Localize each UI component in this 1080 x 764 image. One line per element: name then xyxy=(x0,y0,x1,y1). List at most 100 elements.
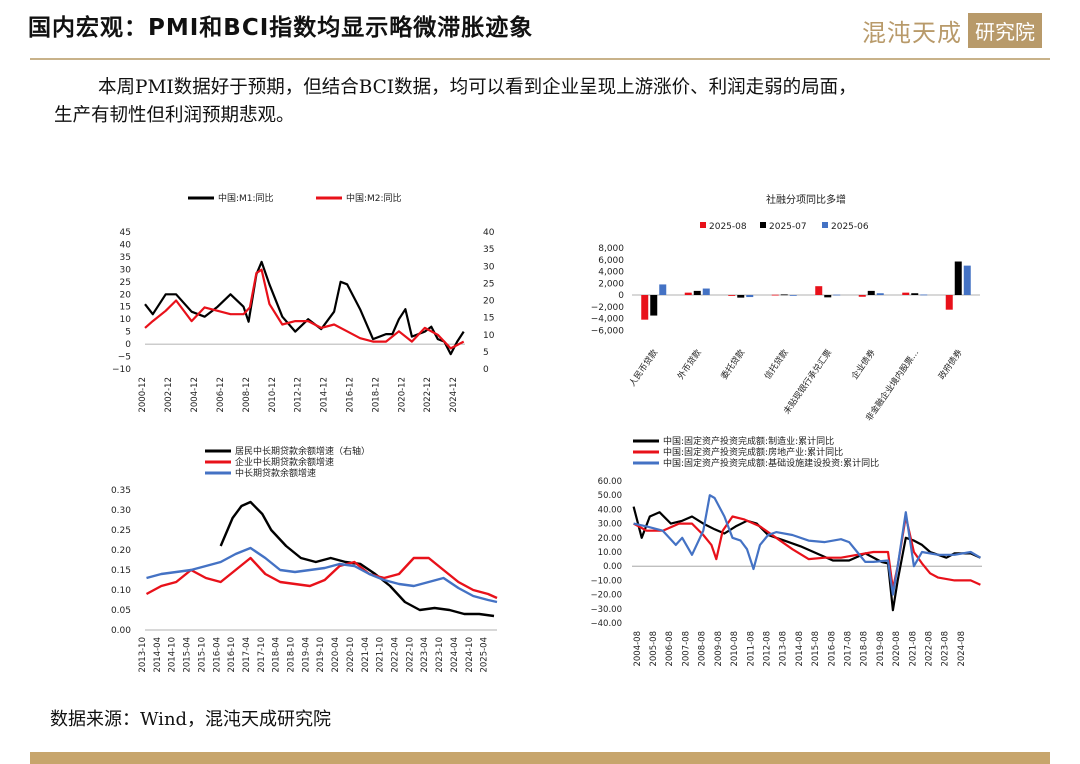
c2-category-label: 未贴现银行承兑汇票 xyxy=(781,347,834,416)
c4-xtick: 2007-08 xyxy=(681,631,691,667)
c2-bar xyxy=(659,284,667,295)
c4-xtick: 2016-08 xyxy=(827,631,837,667)
c4-xtick: 2006-08 xyxy=(665,631,675,667)
c2-bar xyxy=(833,294,841,296)
c3-ytick: 0.10 xyxy=(111,586,131,596)
c1-ytick-left: 30 xyxy=(120,265,132,275)
c1-xtick: 2006-12 xyxy=(216,377,226,413)
c3-ytick: 0.20 xyxy=(111,546,131,556)
c4-xtick: 2012-08 xyxy=(762,631,772,667)
c2-legend-item: 2025-08 xyxy=(709,222,747,232)
c1-ytick-left: 0 xyxy=(125,340,131,350)
c2-bar xyxy=(815,286,823,295)
c3-xtick: 2016-04 xyxy=(212,637,222,673)
c2-category-label: 信托贷款 xyxy=(762,347,791,382)
c4-ytick: 20.00 xyxy=(598,534,622,544)
c3-xtick: 2017-04 xyxy=(242,637,252,673)
c2-category-label: 企业债券 xyxy=(849,347,878,382)
c3-legend-item: 中长期贷款余额增速 xyxy=(235,467,316,479)
c1-xtick: 2024-12 xyxy=(449,377,459,413)
c4-xtick: 2010-08 xyxy=(730,631,740,667)
c3-legend-item: 企业中长期贷款余额增速 xyxy=(235,456,334,468)
summary-line-2: 生产有韧性但利润预期悲观。 xyxy=(54,105,295,126)
c4-xtick: 2011-08 xyxy=(746,631,756,667)
c2-ytick: 6,000 xyxy=(598,256,624,266)
c1-legend-item: 中国:M2:同比 xyxy=(346,192,402,204)
c1-xtick: 2002-12 xyxy=(164,377,174,413)
c3-series-line-2 xyxy=(146,546,498,604)
c3-xtick: 2014-10 xyxy=(168,637,178,673)
c3-xtick: 2017-10 xyxy=(257,637,267,673)
c3-xtick: 2015-10 xyxy=(197,637,207,673)
c3-xtick: 2022-10 xyxy=(405,637,415,673)
c3-xtick: 2023-04 xyxy=(420,637,430,673)
c2-legend-item: 2025-06 xyxy=(831,222,869,232)
c4-ytick: 30.00 xyxy=(598,520,622,530)
c2-bar xyxy=(693,290,701,295)
c2-ytick: 0 xyxy=(618,291,624,301)
c1-ytick-right: 25 xyxy=(483,279,494,289)
c2-legend-swatch xyxy=(822,222,828,228)
c3-ytick: 0.15 xyxy=(111,566,131,576)
c1-ytick-left: 45 xyxy=(120,228,131,238)
c2-bar xyxy=(771,294,779,296)
c1-xtick: 2012-12 xyxy=(294,377,304,413)
c2-bar xyxy=(867,290,875,295)
c1-series-line-1 xyxy=(144,268,465,350)
c4-ytick: 50.00 xyxy=(598,491,622,501)
c4-xtick: 2021-08 xyxy=(908,631,918,667)
c4-xtick: 2023-08 xyxy=(941,631,951,667)
c2-ytick: −4,000 xyxy=(591,315,625,325)
c3-xtick: 2016-10 xyxy=(227,637,237,673)
c3-ytick: 0.25 xyxy=(111,526,131,536)
c2-ytick: −6,000 xyxy=(591,326,625,336)
c3-xtick: 2019-10 xyxy=(316,637,326,673)
c2-bar xyxy=(963,265,971,295)
c2-bar xyxy=(702,288,710,295)
c4-xtick: 2024-08 xyxy=(957,631,967,667)
c2-bar xyxy=(650,295,658,316)
c4-xtick: 2009-08 xyxy=(714,631,724,667)
c4-legend-item: 中国:固定资产投资完成额:房地产业:累计同比 xyxy=(663,446,843,458)
c2-category-label: 人民币贷款 xyxy=(627,347,661,389)
c2-bar xyxy=(920,294,928,296)
c3-xtick: 2021-10 xyxy=(376,637,386,673)
c4-series-line-2 xyxy=(633,494,981,596)
c3-series-line-0 xyxy=(219,500,495,618)
c2-bar xyxy=(876,293,884,295)
c1-ytick-right: 5 xyxy=(483,348,489,358)
c4-ytick: −30.00 xyxy=(591,605,622,615)
c1-xtick: 2020-12 xyxy=(397,377,407,413)
c4-xtick: 2015-08 xyxy=(811,631,821,667)
c4-xtick: 2005-08 xyxy=(649,631,659,667)
c3-xtick: 2015-04 xyxy=(183,637,193,673)
c1-ytick-left: 5 xyxy=(125,328,131,338)
c4-ytick: 40.00 xyxy=(598,505,622,515)
c2-bar xyxy=(737,295,745,298)
c2-bar xyxy=(911,293,919,295)
c3-series-line-1 xyxy=(145,556,498,600)
c3-xtick: 2020-04 xyxy=(331,637,341,673)
c1-ytick-left: 25 xyxy=(120,278,131,288)
c3-ytick: 0.35 xyxy=(111,486,131,496)
c4-ytick: 60.00 xyxy=(598,477,622,487)
c1-xtick: 2004-12 xyxy=(190,377,200,413)
c3-ytick: 0.00 xyxy=(111,626,131,636)
c1-ytick-right: 35 xyxy=(483,245,494,255)
c3-xtick: 2022-04 xyxy=(390,637,400,673)
c1-ytick-left: 40 xyxy=(120,240,132,250)
c3-ytick: 0.05 xyxy=(111,606,131,616)
c3-xtick: 2024-04 xyxy=(450,637,460,673)
c2-bar xyxy=(954,261,962,295)
c3-xtick: 2025-04 xyxy=(480,637,490,673)
c1-ytick-left: 10 xyxy=(120,315,132,325)
c1-xtick: 2010-12 xyxy=(268,377,278,413)
c2-legend-swatch xyxy=(700,222,706,228)
c1-ytick-right: 15 xyxy=(483,314,494,324)
c2-legend-swatch xyxy=(760,222,766,228)
c4-ytick: −10.00 xyxy=(591,576,622,586)
c4-xtick: 2008-08 xyxy=(698,631,708,667)
c2-ytick: 4,000 xyxy=(598,268,624,278)
logo-text: 混沌天成 xyxy=(862,18,962,47)
